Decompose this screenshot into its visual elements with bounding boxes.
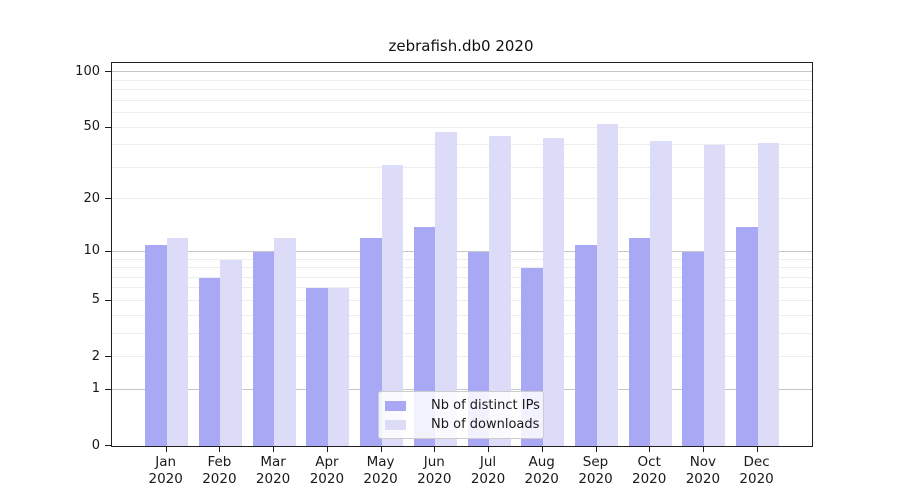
bar-downloads-dec bbox=[757, 143, 780, 446]
x-tick-feb bbox=[219, 446, 221, 452]
y-tick-label-0: 0 bbox=[91, 437, 100, 453]
gridline-minor-4 bbox=[112, 314, 812, 316]
x-tick-label-aug: Aug 2020 bbox=[524, 454, 559, 487]
bar-downloads-jan bbox=[166, 238, 189, 446]
gridline-minor-50 bbox=[112, 126, 812, 128]
x-tick-jan bbox=[165, 446, 167, 452]
gridline-minor-7 bbox=[112, 276, 812, 278]
y-tick-0 bbox=[105, 445, 111, 446]
plot-area bbox=[111, 62, 813, 447]
gridline-minor-8 bbox=[112, 267, 812, 268]
gridline-minor-30 bbox=[112, 166, 812, 168]
bar-distinct-ips-oct bbox=[628, 238, 651, 446]
x-tick-jul bbox=[488, 446, 489, 452]
bar-distinct-ips-apr bbox=[306, 288, 328, 446]
bar-downloads-aug bbox=[542, 137, 565, 446]
x-tick-aug bbox=[541, 446, 543, 452]
y-tick-label-50: 50 bbox=[83, 119, 100, 134]
gridline-minor-20 bbox=[112, 198, 812, 200]
legend: Nb of distinct IPs Nb of downloads bbox=[378, 391, 544, 439]
bar-downloads-jul bbox=[489, 135, 511, 446]
gridline-minor-2 bbox=[112, 356, 812, 357]
x-tick-label-sep: Sep 2020 bbox=[578, 454, 613, 487]
y-tick-20 bbox=[105, 198, 111, 200]
gridline-minor-6 bbox=[112, 287, 812, 289]
y-tick-label-1: 1 bbox=[91, 381, 100, 397]
bar-distinct-ips-sep bbox=[575, 244, 597, 446]
bar-downloads-mar bbox=[274, 238, 296, 446]
gridline-minor-60 bbox=[112, 112, 812, 113]
bar-downloads-may bbox=[381, 165, 404, 446]
y-tick-5 bbox=[105, 299, 111, 301]
x-tick-label-mar: Mar 2020 bbox=[255, 454, 291, 487]
gridline-major-10 bbox=[112, 250, 812, 252]
bar-downloads-sep bbox=[596, 124, 618, 446]
gridline-minor-80 bbox=[112, 89, 812, 91]
y-tick-1 bbox=[105, 388, 111, 390]
y-tick-50 bbox=[105, 126, 111, 128]
gridline-minor-9 bbox=[112, 258, 812, 260]
x-tick-jun bbox=[434, 446, 436, 452]
x-tick-label-may: May 2020 bbox=[363, 454, 398, 487]
y-tick-label-10: 10 bbox=[83, 243, 100, 259]
bar-downloads-feb bbox=[220, 259, 242, 446]
gridline-minor-3 bbox=[112, 332, 812, 334]
x-tick-oct bbox=[649, 446, 651, 452]
x-tick-label-nov: Nov 2020 bbox=[685, 454, 721, 487]
bar-downloads-oct bbox=[650, 141, 672, 446]
chart-title: zebrafish.db0 2020 bbox=[388, 37, 534, 55]
legend-swatch-downloads bbox=[385, 420, 406, 430]
legend-label-distinct-ips: Nb of distinct IPs bbox=[431, 398, 540, 413]
bar-distinct-ips-nov bbox=[682, 251, 704, 446]
x-tick-mar bbox=[273, 446, 275, 452]
x-tick-label-dec: Dec 2020 bbox=[739, 454, 774, 487]
bar-downloads-nov bbox=[703, 145, 726, 446]
x-tick-apr bbox=[326, 446, 328, 452]
y-tick-label-100: 100 bbox=[75, 63, 100, 79]
x-tick-label-jan: Jan 2020 bbox=[148, 454, 183, 487]
y-tick-label-5: 5 bbox=[91, 292, 100, 308]
x-tick-dec bbox=[756, 446, 758, 452]
legend-swatch-distinct-ips bbox=[385, 401, 406, 411]
x-tick-may bbox=[380, 446, 382, 452]
bar-distinct-ips-may bbox=[360, 238, 382, 446]
gridline-minor-40 bbox=[112, 144, 812, 146]
bar-distinct-ips-dec bbox=[736, 226, 758, 446]
bar-downloads-apr bbox=[327, 288, 350, 446]
x-tick-sep bbox=[595, 446, 597, 452]
bar-distinct-ips-feb bbox=[198, 277, 221, 446]
y-tick-label-2: 2 bbox=[91, 348, 100, 364]
gridline-minor-5 bbox=[112, 299, 812, 301]
y-tick-10 bbox=[105, 250, 111, 252]
legend-item-downloads: Nb of downloads bbox=[385, 418, 539, 432]
y-tick-100 bbox=[105, 71, 111, 73]
gridline-major-1 bbox=[112, 388, 812, 390]
x-tick-label-jul: Jul 2020 bbox=[470, 454, 506, 487]
x-tick-nov bbox=[702, 446, 704, 452]
bar-distinct-ips-jan bbox=[145, 244, 167, 446]
gridline-major-100 bbox=[112, 71, 812, 73]
x-tick-label-oct: Oct 2020 bbox=[632, 454, 667, 487]
gridline-minor-70 bbox=[112, 99, 812, 101]
bar-distinct-ips-mar bbox=[252, 251, 275, 446]
y-tick-2 bbox=[105, 356, 111, 357]
gridline-minor-90 bbox=[112, 79, 812, 81]
x-tick-label-apr: Apr 2020 bbox=[309, 454, 345, 487]
y-tick-label-20: 20 bbox=[83, 190, 100, 206]
x-tick-label-feb: Feb 2020 bbox=[202, 454, 237, 487]
legend-item-distinct-ips: Nb of distinct IPs bbox=[385, 399, 540, 413]
bar-downloads-jun bbox=[435, 132, 457, 446]
x-tick-label-jun: Jun 2020 bbox=[417, 454, 452, 487]
legend-label-downloads: Nb of downloads bbox=[431, 417, 540, 432]
